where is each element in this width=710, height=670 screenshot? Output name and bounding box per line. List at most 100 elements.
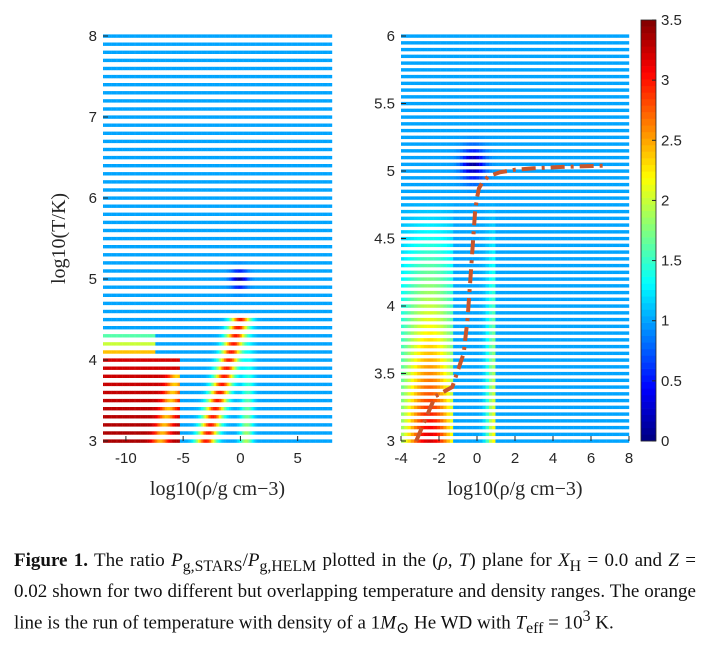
heatmap-cell [176,415,179,419]
heatmap-cell [119,196,122,200]
heatmap-cell [130,204,133,208]
heatmap-cell [269,277,272,281]
heatmap-cell [281,245,284,249]
heatmap-cell [276,390,279,395]
heatmap-cell [142,342,145,346]
heatmap-cell [150,236,153,241]
heatmap-cell [170,382,172,387]
heatmap-cell [315,423,318,427]
heatmap-cell [242,398,244,403]
heatmap-cell [201,366,203,370]
heatmap-cell [245,172,248,176]
heatmap-cell [191,236,194,241]
heatmap-cell [299,342,302,346]
heatmap-cell [245,285,248,289]
heatmap-cell [289,317,292,322]
heatmap-cell [291,334,293,338]
heatmap-cell [202,228,205,233]
heatmap-cell [207,188,210,192]
heatmap-cell [202,366,205,370]
heatmap-cell [111,317,114,322]
heatmap-cell [160,172,163,176]
heatmap-cell [309,285,311,289]
heatmap-cell [168,245,171,249]
heatmap-cell [148,342,151,346]
heatmap-cell [124,155,127,160]
heatmap-cell [197,155,200,160]
heatmap-cell [179,253,182,257]
heatmap-cell [274,374,277,378]
heatmap-cell [302,390,305,395]
heatmap-cell [235,245,238,249]
heatmap-cell [297,172,300,176]
heatmap-cell [255,253,257,257]
heatmap-cell [266,180,269,184]
heatmap-cell [220,423,223,427]
heatmap-cell [297,334,300,338]
heatmap-cell [129,366,132,370]
heatmap-cell [220,407,223,411]
heatmap-cell [328,245,331,249]
heatmap-cell [289,423,292,427]
heatmap-cell [222,155,225,160]
heatmap-cell [179,342,182,346]
heatmap-cell [106,382,109,387]
heatmap-cell [322,180,325,184]
heatmap-cell [201,172,203,176]
heatmap-cell [140,423,143,427]
heatmap-cell [130,236,133,241]
heatmap-cell [160,382,163,387]
heatmap-cell [132,164,135,168]
heatmap-cell [325,382,328,387]
heatmap-cell [245,317,248,322]
heatmap-cell [222,196,225,200]
heatmap-cell [204,245,207,249]
heatmap-cell [116,407,118,411]
heatmap-cell [309,188,311,192]
heatmap-cell [260,423,262,427]
heatmap-cell [189,180,192,184]
heatmap-cell [207,309,210,314]
heatmap-cell [181,358,184,362]
heatmap-cell [309,261,311,265]
heatmap-cell [237,236,239,241]
heatmap-cell [328,188,331,192]
heatmap-cell [240,253,243,257]
heatmap-cell [287,228,290,233]
heatmap-cell [297,366,300,370]
heatmap-cell [194,164,197,168]
heatmap-cell [174,164,177,168]
heatmap-cell [104,326,107,330]
heatmap-cell [178,164,181,168]
heatmap-cell [258,407,261,411]
heatmap-cell [256,277,259,281]
heatmap-cell [227,293,230,297]
heatmap-cell [322,390,325,395]
heatmap-cell [156,415,159,419]
heatmap-cell [129,350,132,354]
heatmap-cell [214,188,217,192]
heatmap-cell [304,390,307,395]
heatmap-cell [323,390,326,395]
heatmap-cell [214,301,217,306]
heatmap-cell [250,374,253,378]
heatmap-cell [269,180,272,184]
heatmap-cell [181,188,184,192]
heatmap-cell [170,220,172,225]
heatmap-cell [184,212,187,216]
heatmap-cell [228,285,231,289]
heatmap-cell [106,334,109,338]
heatmap-cell [127,390,130,395]
heatmap-cell [137,431,140,435]
heatmap-cell [168,407,171,411]
heatmap-cell [168,196,171,200]
heatmap-cell [325,342,328,346]
heatmap-cell [256,309,259,314]
heatmap-cell [202,301,205,306]
heatmap-cell [323,188,326,192]
heatmap-cell [168,366,171,370]
heatmap-cell [186,236,189,241]
heatmap-cell [119,398,122,403]
heatmap-cell [230,366,233,370]
heatmap-cell [135,277,138,281]
